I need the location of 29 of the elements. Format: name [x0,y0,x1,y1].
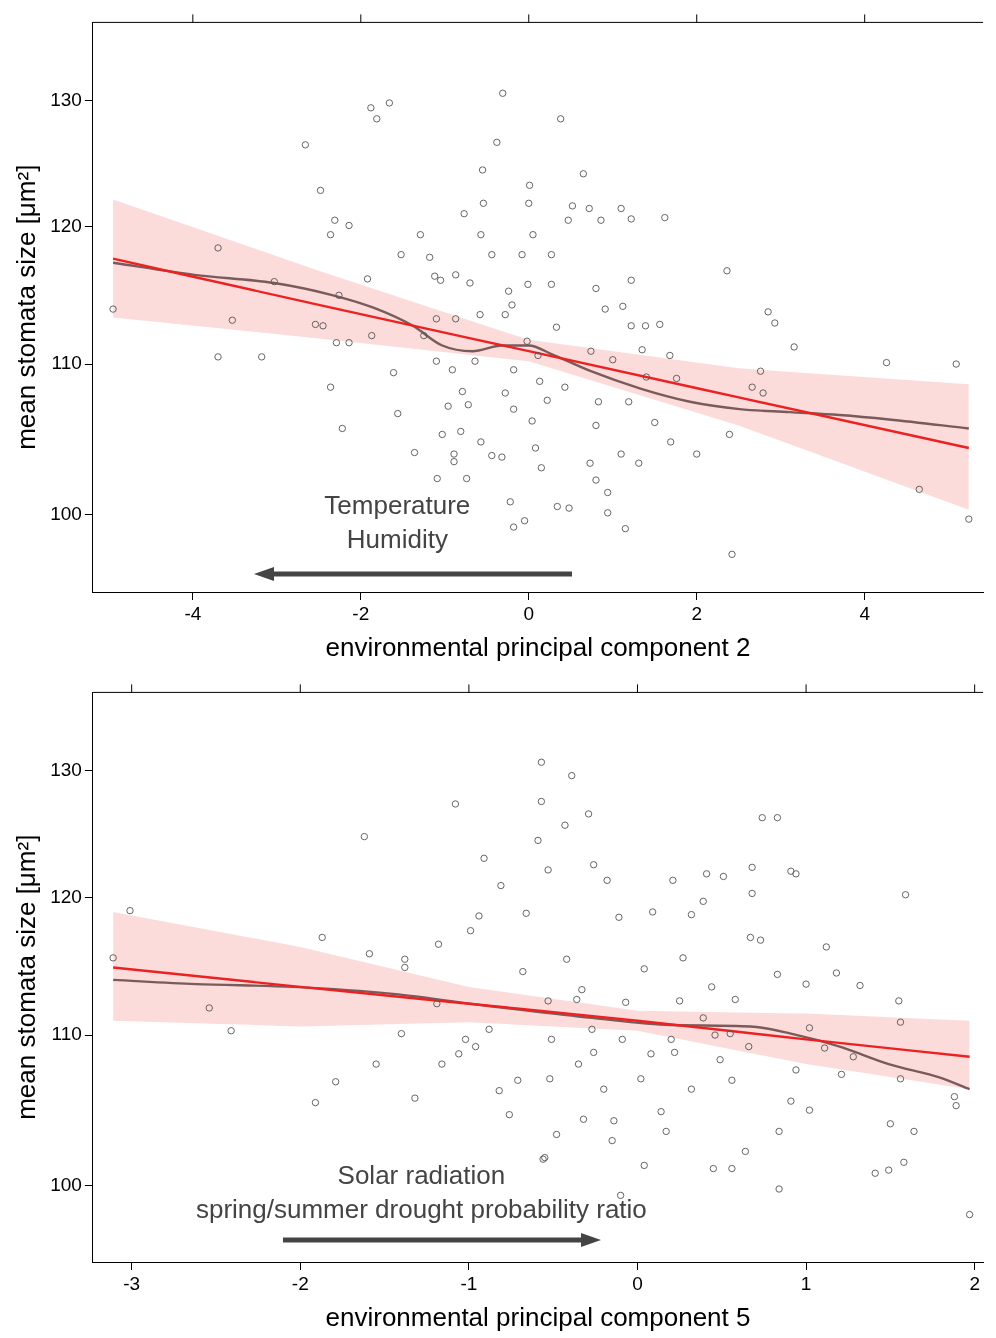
x-tick-label: 2 [691,602,703,624]
y-tick-label: 130 [50,758,82,780]
y-axis-title: mean stomata size [μm²] [10,834,41,1120]
x-tick-label: -1 [460,1272,478,1294]
annotation: Temperature [324,489,471,520]
annotation: Solar radiation [337,1159,506,1190]
x-tick-label: 1 [800,1272,812,1294]
y-tick-label: 110 [51,1023,82,1045]
y-tick-label: 120 [50,215,82,237]
line-series [111,978,971,1091]
annotation: spring/summer drought probability ratio [195,1193,647,1224]
y-axis-title: mean stomata size [μm²] [10,164,41,450]
y-tick-label: 100 [50,1174,82,1196]
y-tick-label: 120 [50,885,82,907]
x-tick-label: -3 [123,1272,141,1294]
x-tick-label: 0 [632,1272,643,1294]
x-tick-label: -4 [184,602,202,624]
x-tick-label: -2 [352,602,370,624]
x-axis-title: environmental principal component 5 [325,1301,751,1332]
x-tick-label: 4 [859,602,871,624]
x-tick-label: 0 [523,602,535,624]
y-tick-label: 100 [50,502,82,524]
x-axis-title: environmental principal component 2 [325,631,751,662]
y-tick-label: 130 [50,88,82,110]
x-tick-label: -2 [291,1272,309,1294]
x-tick-label: 2 [969,1272,980,1294]
line-series [111,966,971,1058]
annotation: Humidity [346,523,448,554]
y-tick-label: 110 [51,352,82,374]
